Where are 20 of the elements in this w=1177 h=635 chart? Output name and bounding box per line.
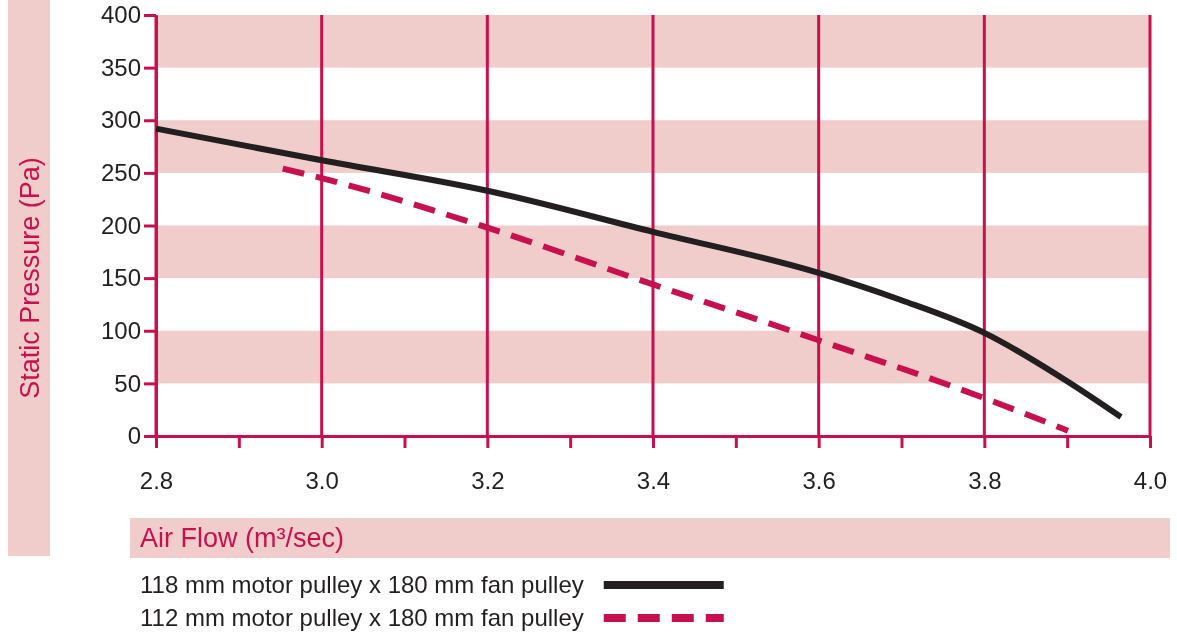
x-tick-label: 3.0 (305, 467, 339, 495)
x-tick-label: 4.0 (1133, 467, 1168, 495)
x-tick-label: 2.8 (139, 467, 174, 495)
y-tick-label: 100 (100, 316, 141, 344)
y-tick-label: 200 (100, 211, 141, 239)
y-tick-label: 300 (100, 106, 141, 134)
x-tick-label: 3.4 (636, 467, 671, 495)
y-axis-title: Static Pressure (Pa) (15, 157, 45, 399)
x-tick-label: 3.2 (471, 467, 505, 495)
legend-label: 118 mm motor pulley x 180 mm fan pulley (140, 571, 584, 598)
y-tick-label: 150 (100, 264, 141, 292)
y-tick-label: 400 (100, 1, 141, 29)
y-tick-label: 0 (127, 422, 141, 450)
y-tick-label: 50 (114, 369, 141, 397)
y-tick-label: 250 (100, 159, 141, 187)
x-tick-label: 3.8 (968, 467, 1002, 495)
y-tick-label: 350 (100, 53, 141, 81)
legend-label: 112 mm motor pulley x 180 mm fan pulley (140, 604, 584, 631)
x-axis-title: Air Flow (m³/sec) (140, 523, 344, 553)
x-tick-label: 3.6 (802, 467, 836, 495)
